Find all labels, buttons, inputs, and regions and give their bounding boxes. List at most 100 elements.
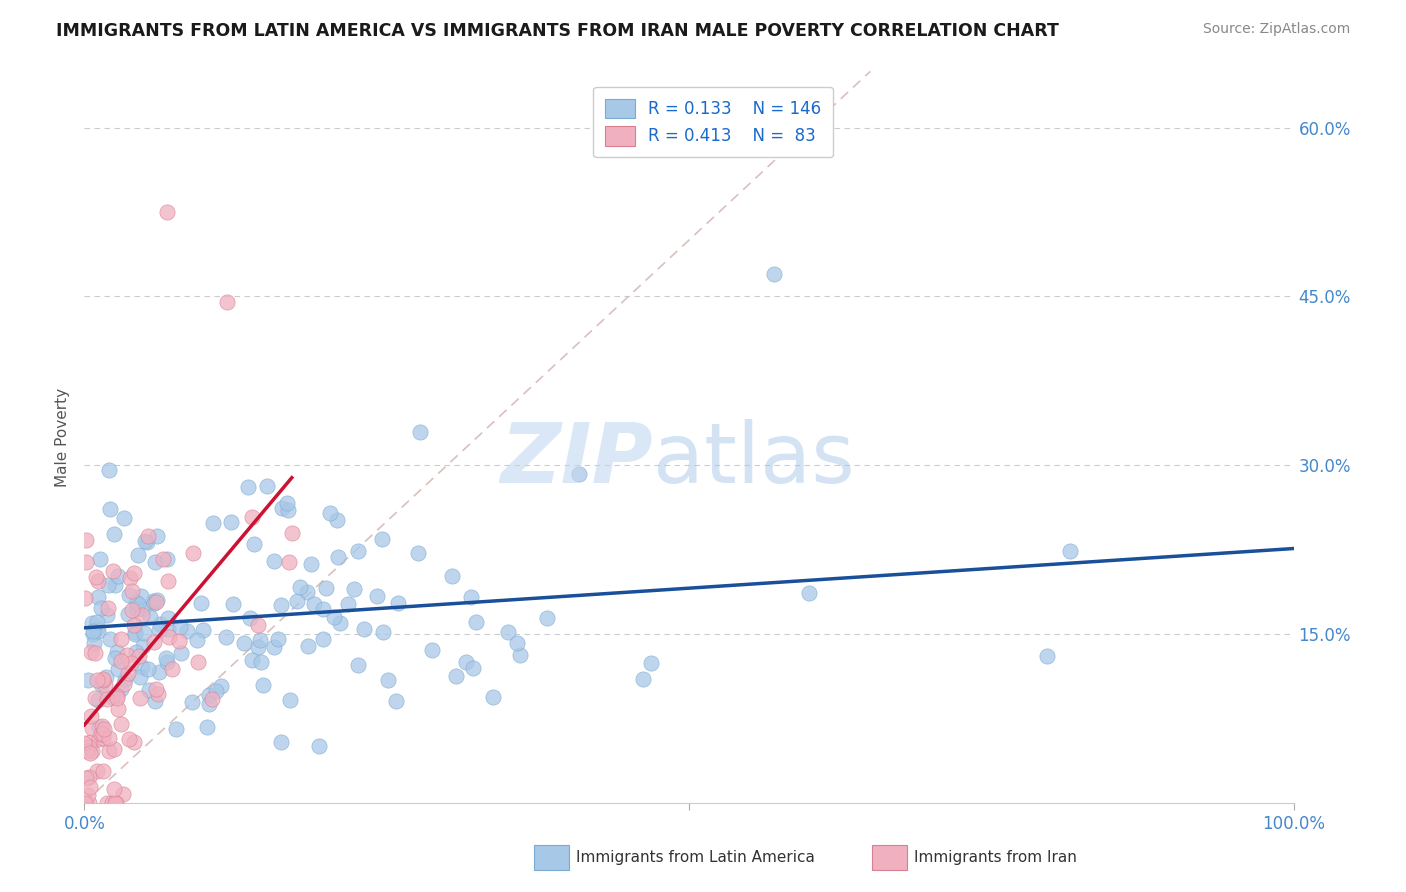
Point [270,500,292,515]
Point [86,615,108,629]
Point [149,617,172,632]
Point [82,627,104,641]
Point [640,656,662,670]
Point [152,552,174,566]
Point [79,780,101,794]
Point [160,662,183,676]
Point [110,717,132,731]
Point [73,736,96,750]
Point [104,651,127,665]
Point [79,734,101,748]
Point [197,697,219,711]
Point [215,630,238,644]
Point [308,739,330,754]
Point [246,640,269,655]
Point [409,425,432,439]
Point [114,672,136,686]
Point [143,596,166,610]
Point [97,463,120,477]
Point [201,516,224,530]
Point [132,625,155,640]
Point [155,655,177,669]
Point [326,549,349,564]
Point [343,582,366,597]
Point [112,677,135,691]
Point [110,681,132,696]
Point [797,586,820,600]
Point [568,467,591,482]
Point [120,572,142,586]
Point [77,770,100,784]
Point [79,747,101,761]
Point [170,647,193,661]
Text: Source: ZipAtlas.com: Source: ZipAtlas.com [1202,22,1350,37]
Point [84,570,107,584]
Point [145,595,167,609]
Point [97,600,120,615]
Point [104,796,127,810]
Point [98,632,121,647]
Point [80,645,103,659]
Point [240,653,263,667]
Point [136,529,159,543]
Point [256,479,278,493]
Point [384,694,406,708]
Point [232,636,254,650]
Point [420,642,443,657]
Point [315,581,337,595]
Text: IMMIGRANTS FROM LATIN AMERICA VS IMMIGRANTS FROM IRAN MALE POVERTY CORRELATION C: IMMIGRANTS FROM LATIN AMERICA VS IMMIGRA… [56,22,1059,40]
Point [75,796,97,810]
Point [87,721,110,735]
Point [125,602,148,616]
Point [90,677,112,691]
Point [155,205,177,219]
Point [312,632,335,646]
Point [444,669,467,683]
Point [77,740,100,755]
Point [371,625,394,640]
Point [288,580,311,594]
Point [127,548,149,562]
Point [105,690,128,704]
Point [156,552,179,566]
Point [97,578,120,592]
Point [127,597,149,611]
Point [84,691,107,706]
Point [222,597,245,611]
Text: Immigrants from Iran: Immigrants from Iran [914,850,1077,864]
Point [122,617,145,632]
Point [131,639,153,653]
Point [295,584,318,599]
Point [91,719,114,733]
Point [118,732,141,747]
Point [97,744,120,758]
Point [496,624,519,639]
Point [263,640,285,654]
Point [277,555,299,569]
Point [509,648,531,663]
Point [86,693,108,707]
Point [148,687,170,701]
Point [80,722,103,736]
Point [167,634,190,648]
Point [103,782,125,797]
Point [165,722,187,736]
Point [312,602,335,616]
Point [138,683,160,698]
Point [96,607,118,622]
Point [128,670,150,684]
Point [75,555,97,569]
Point [180,695,202,709]
Point [77,673,100,687]
Point [441,568,464,582]
Point [117,666,139,681]
Point [82,624,104,638]
Point [347,657,370,672]
Point [105,796,128,810]
Point [135,535,157,549]
Point [181,546,204,560]
Point [263,553,285,567]
Point [121,603,143,617]
Point [176,624,198,638]
Point [82,743,104,757]
